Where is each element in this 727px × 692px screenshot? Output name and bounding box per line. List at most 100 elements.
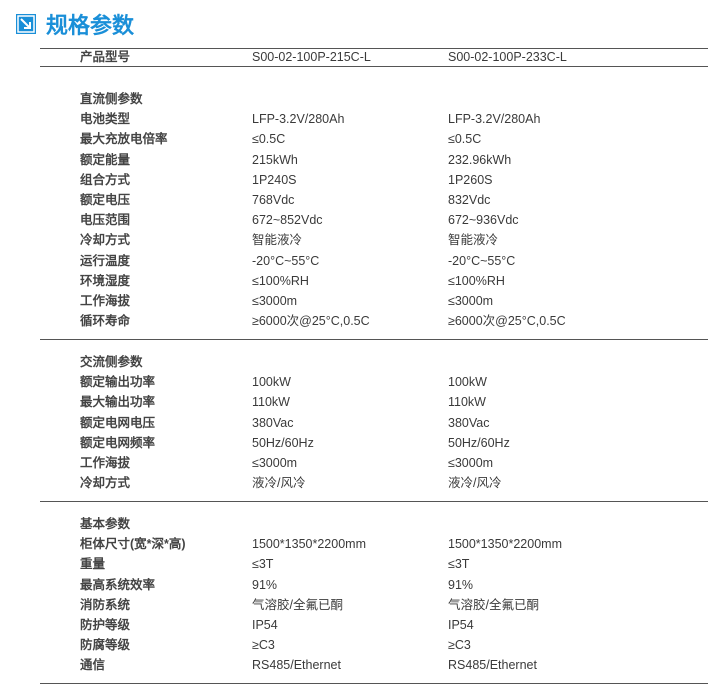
spec-row: 通信 RS485/Ethernet RS485/Ethernet	[80, 655, 700, 675]
spec-value: 智能液冷	[252, 233, 303, 247]
spec-label: 最大输出功率	[80, 395, 156, 409]
section-title: 规格参数	[16, 8, 134, 40]
spec-value: ≤100%RH	[448, 274, 505, 288]
spec-value: ≤3000m	[252, 456, 298, 470]
section-heading: 基本参数	[80, 514, 700, 534]
spec-label: 消防系统	[80, 598, 131, 612]
spec-row: 额定电网电压 380Vac 380Vac	[80, 413, 700, 433]
model-2: S00-02-100P-233C-L	[448, 50, 567, 64]
spec-row: 额定电压 768Vdc 832Vdc	[80, 190, 700, 210]
spec-row: 额定能量 215kWh 232.96kWh	[80, 150, 700, 170]
spec-row: 最大充放电倍率 ≤0.5C ≤0.5C	[80, 129, 700, 149]
spec-value: ≤3000m	[252, 294, 298, 308]
spec-value: 液冷/风冷	[448, 476, 502, 490]
spec-value: 672~852Vdc	[252, 213, 323, 227]
spec-label: 电池类型	[80, 112, 131, 126]
spec-label: 防护等级	[80, 618, 131, 632]
spec-row: 最高系统效率 91% 91%	[80, 575, 700, 595]
spec-row: 防护等级 IP54 IP54	[80, 615, 700, 635]
header-label: 产品型号	[80, 50, 131, 64]
spec-value: 100kW	[448, 375, 487, 389]
spec-value: 液冷/风冷	[252, 476, 306, 490]
spec-label: 额定输出功率	[80, 375, 156, 389]
spec-value: 110kW	[448, 395, 486, 409]
spec-row: 循环寿命 ≥6000次@25°C,0.5C ≥6000次@25°C,0.5C	[80, 311, 700, 331]
spec-label: 工作海拔	[80, 456, 131, 470]
spec-value: ≥C3	[252, 638, 275, 652]
spec-value: 50Hz/60Hz	[448, 436, 510, 450]
spec-row: 冷却方式 智能液冷 智能液冷	[80, 230, 700, 250]
divider	[40, 501, 708, 502]
spec-value: 91%	[448, 578, 474, 592]
arrow-down-right-icon	[16, 14, 36, 34]
spec-value: ≤100%RH	[252, 274, 309, 288]
spec-value: 1500*1350*2200mm	[448, 537, 562, 551]
header-row: 产品型号 S00-02-100P-215C-L S00-02-100P-233C…	[80, 47, 700, 67]
spec-label: 冷却方式	[80, 233, 131, 247]
spec-value: ≤0.5C	[448, 132, 482, 146]
divider	[40, 48, 708, 49]
spec-value: 832Vdc	[448, 193, 491, 207]
spec-value: -20°C~55°C	[448, 254, 516, 268]
section-heading-text: 交流侧参数	[80, 355, 143, 369]
spec-row: 重量 ≤3T ≤3T	[80, 554, 700, 574]
spec-row: 柜体尺寸(宽*深*高) 1500*1350*2200mm 1500*1350*220…	[80, 534, 700, 554]
spec-value: RS485/Ethernet	[252, 658, 341, 672]
spec-value: LFP-3.2V/280Ah	[252, 112, 345, 126]
divider	[40, 339, 708, 340]
spec-value: 672~936Vdc	[448, 213, 519, 227]
spec-value: 50Hz/60Hz	[252, 436, 314, 450]
spec-value: 91%	[252, 578, 278, 592]
spec-label: 通信	[80, 658, 106, 672]
model-1: S00-02-100P-215C-L	[252, 50, 371, 64]
spec-row: 防腐等级 ≥C3 ≥C3	[80, 635, 700, 655]
spec-value: ≤0.5C	[252, 132, 286, 146]
spec-value: 气溶胶/全氟已酮	[448, 598, 539, 612]
spec-value: ≤3000m	[448, 294, 494, 308]
spec-value: 1P260S	[448, 173, 493, 187]
spec-row: 电池类型 LFP-3.2V/280Ah LFP-3.2V/280Ah	[80, 109, 700, 129]
spec-value: ≤3000m	[448, 456, 494, 470]
spec-row: 环境湿度 ≤100%RH ≤100%RH	[80, 271, 700, 291]
spec-row: 最大输出功率 110kW 110kW	[80, 392, 700, 412]
divider	[40, 683, 708, 684]
spec-label: 冷却方式	[80, 476, 131, 490]
spec-value: IP54	[252, 618, 278, 632]
spec-label: 组合方式	[80, 173, 131, 187]
spec-value: 110kW	[252, 395, 290, 409]
spec-label: 电压范围	[80, 213, 131, 227]
spec-row: 消防系统 气溶胶/全氟已酮 气溶胶/全氟已酮	[80, 595, 700, 615]
spec-value: 768Vdc	[252, 193, 295, 207]
spec-value: LFP-3.2V/280Ah	[448, 112, 541, 126]
spec-label: 工作海拔	[80, 294, 131, 308]
spec-label: 重量	[80, 557, 106, 571]
spec-label: 循环寿命	[80, 314, 131, 328]
spec-row: 工作海拔 ≤3000m ≤3000m	[80, 291, 700, 311]
spec-value: 1P240S	[252, 173, 297, 187]
spec-row: 工作海拔 ≤3000m ≤3000m	[80, 453, 700, 473]
spec-value: 380Vac	[252, 416, 294, 430]
section-heading: 直流侧参数	[80, 89, 700, 109]
spec-label: 额定电网频率	[80, 436, 156, 450]
spec-label: 防腐等级	[80, 638, 131, 652]
title-text: 规格参数	[46, 13, 135, 38]
section-heading-text: 直流侧参数	[80, 92, 143, 106]
spec-label: 额定电网电压	[80, 416, 156, 430]
spec-label: 环境湿度	[80, 274, 131, 288]
spec-value: 100kW	[252, 375, 291, 389]
spec-label: 运行温度	[80, 254, 131, 268]
spec-value: IP54	[448, 618, 474, 632]
spec-value: ≥6000次@25°C,0.5C	[252, 314, 370, 328]
spec-label: 最大充放电倍率	[80, 132, 168, 146]
section-heading-text: 基本参数	[80, 517, 131, 531]
spec-label: 最高系统效率	[80, 578, 156, 592]
spec-row: 运行温度 -20°C~55°C -20°C~55°C	[80, 251, 700, 271]
spec-label: 柜体尺寸(宽*深*高)	[80, 537, 186, 551]
spec-row: 额定电网频率 50Hz/60Hz 50Hz/60Hz	[80, 433, 700, 453]
spec-value: 气溶胶/全氟已酮	[252, 598, 343, 612]
spec-label: 额定能量	[80, 153, 131, 167]
spec-value: ≤3T	[448, 557, 470, 571]
spec-value: RS485/Ethernet	[448, 658, 537, 672]
spec-row: 冷却方式 液冷/风冷 液冷/风冷	[80, 473, 700, 493]
section-heading: 交流侧参数	[80, 352, 700, 372]
